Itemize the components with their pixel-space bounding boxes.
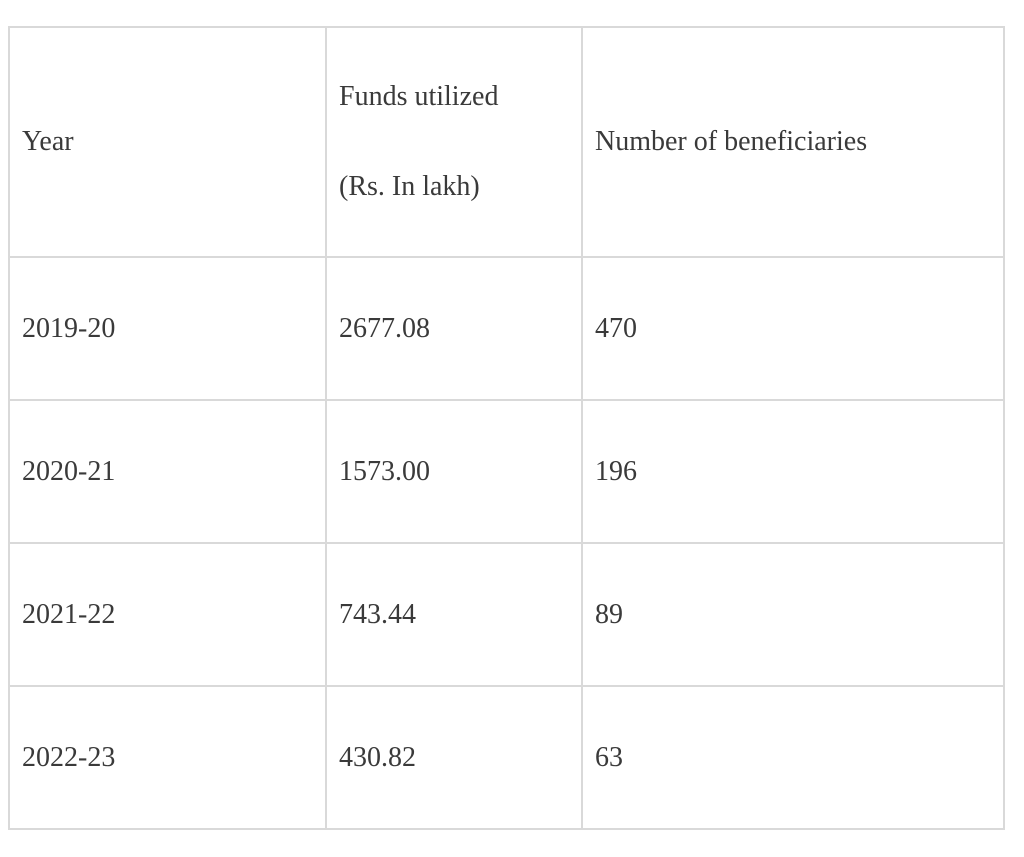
cell-year: 2019-20 (8, 256, 327, 401)
table-row: 2020-21 1573.00 196 (8, 399, 1005, 544)
cell-year: 2020-21 (8, 399, 327, 544)
cell-beneficiaries: 63 (581, 685, 1005, 830)
cell-funds: 743.44 (325, 542, 583, 687)
header-year: Year (8, 26, 327, 258)
funds-utilization-table: Year Funds utilized (Rs. In lakh) Number… (8, 26, 1005, 830)
header-funds-label: Funds utilized (339, 81, 499, 113)
table-row: 2021-22 743.44 89 (8, 542, 1005, 687)
cell-funds: 430.82 (325, 685, 583, 830)
table-row: 2019-20 2677.08 470 (8, 256, 1005, 401)
funds-table-container: Year Funds utilized (Rs. In lakh) Number… (8, 26, 1005, 830)
cell-year: 2021-22 (8, 542, 327, 687)
header-funds-unit: (Rs. In lakh) (339, 171, 480, 202)
table-row: 2022-23 430.82 63 (8, 685, 1005, 830)
cell-beneficiaries: 470 (581, 256, 1005, 401)
cell-beneficiaries: 196 (581, 399, 1005, 544)
cell-year: 2022-23 (8, 685, 327, 830)
cell-beneficiaries: 89 (581, 542, 1005, 687)
header-funds-utilized: Funds utilized (Rs. In lakh) (325, 26, 583, 258)
table-header-row: Year Funds utilized (Rs. In lakh) Number… (8, 26, 1005, 258)
cell-funds: 1573.00 (325, 399, 583, 544)
cell-funds: 2677.08 (325, 256, 583, 401)
header-beneficiaries: Number of beneficiaries (581, 26, 1005, 258)
